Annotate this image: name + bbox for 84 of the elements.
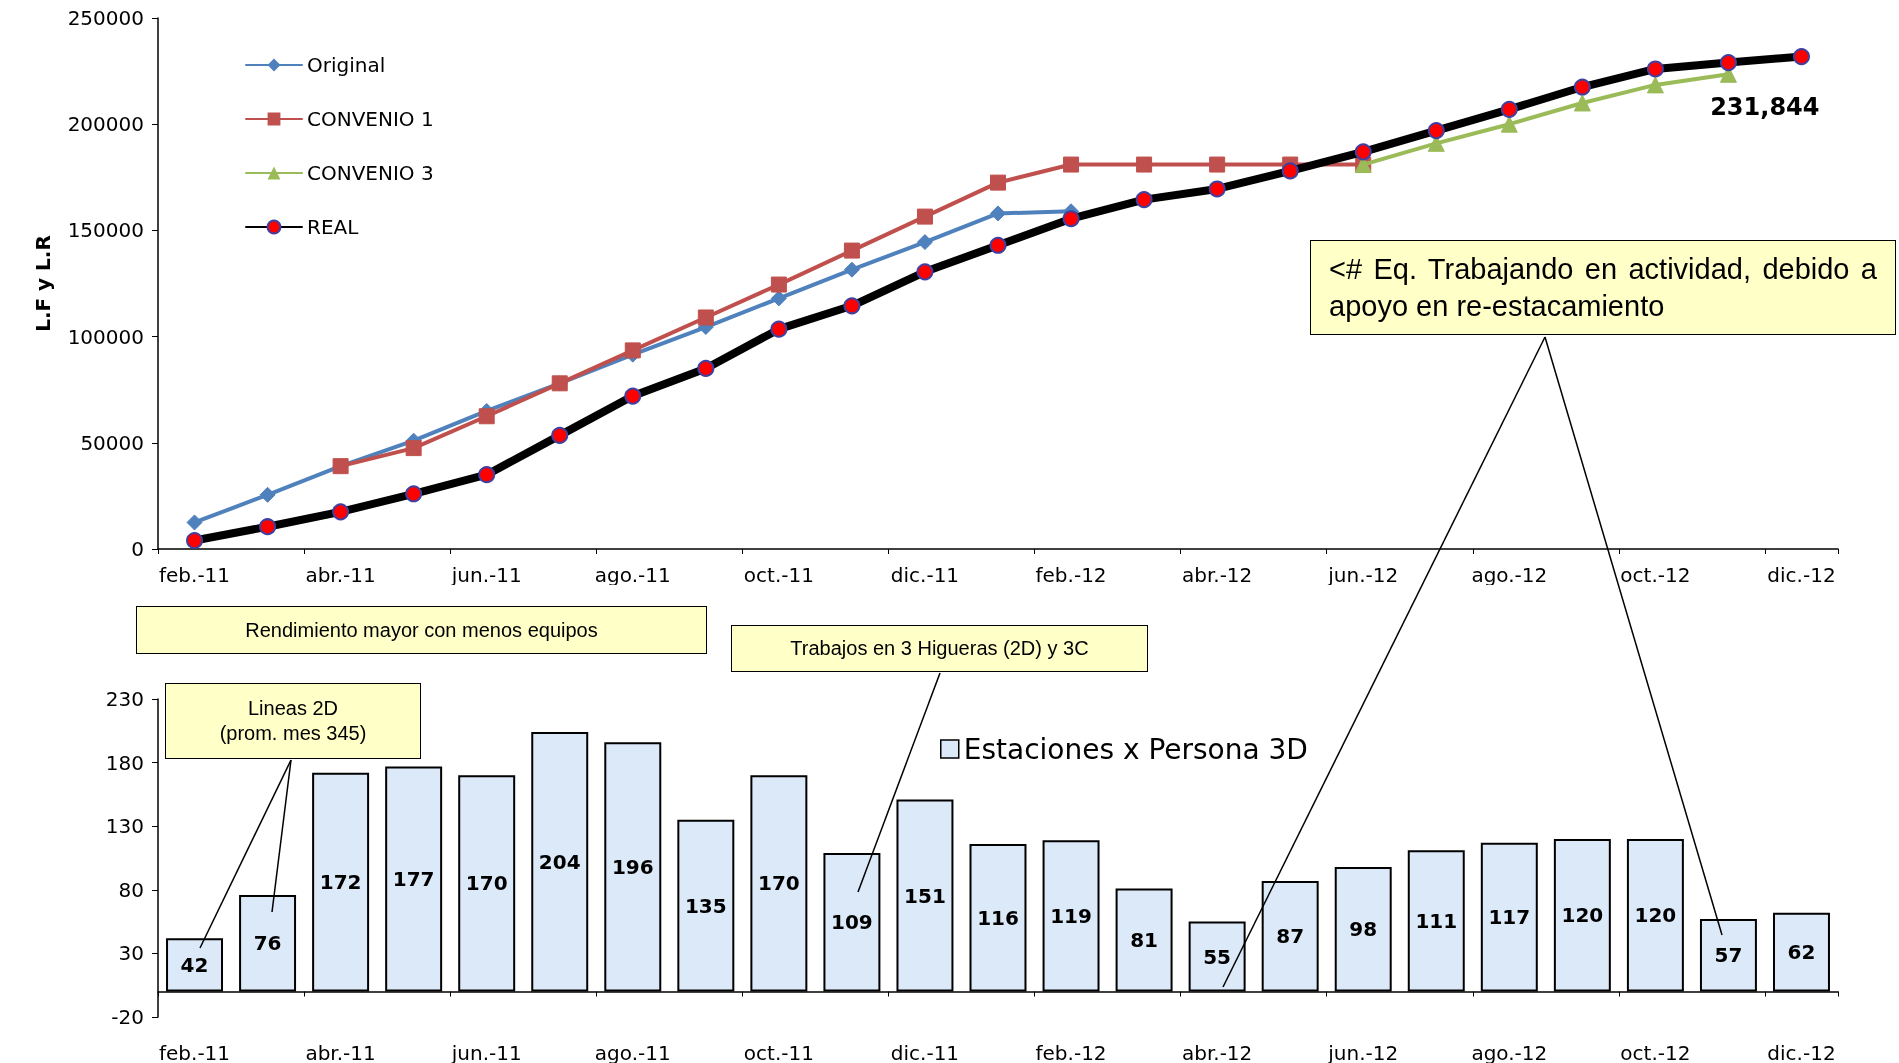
x-tick-label: oct.-12 bbox=[1620, 1041, 1691, 1063]
data-label: 120 bbox=[1634, 903, 1677, 928]
x-tick-label: abr.-12 bbox=[1181, 563, 1253, 587]
point bbox=[843, 242, 860, 259]
legend-label: CONVENIO 3 bbox=[307, 161, 434, 185]
x-tick-label: feb.-11 bbox=[158, 1041, 231, 1063]
data-label: 117 bbox=[1488, 905, 1531, 930]
data-label: 196 bbox=[611, 854, 654, 879]
point bbox=[405, 440, 422, 457]
x-tick-label: oct.-12 bbox=[1620, 563, 1691, 587]
x-tick-label: feb.-12 bbox=[1035, 1041, 1107, 1063]
data-label: 170 bbox=[465, 871, 508, 896]
x-tick-label: dic.-12 bbox=[1767, 563, 1836, 587]
point bbox=[697, 309, 714, 326]
x-tick-label: dic.-11 bbox=[890, 563, 960, 587]
data-label: 62 bbox=[1787, 940, 1816, 965]
data-label: 120 bbox=[1561, 903, 1604, 928]
y-tick-label: 130 bbox=[105, 814, 144, 839]
y-tick-label: 230 bbox=[105, 687, 144, 711]
data-label: 151 bbox=[904, 883, 946, 908]
legend-label: REAL bbox=[307, 215, 360, 239]
point bbox=[259, 486, 276, 503]
note-box: Rendimiento mayor con menos equipos bbox=[136, 606, 707, 654]
data-label: 116 bbox=[977, 905, 1019, 930]
x-tick-label: oct.-11 bbox=[743, 1041, 814, 1063]
legend-label: Estaciones x Persona 3D bbox=[963, 732, 1308, 766]
data-label: 119 bbox=[1050, 903, 1092, 928]
legend-label: Original bbox=[307, 53, 386, 77]
note-box: Trabajos en 3 Higueras (2D) y 3C bbox=[731, 625, 1148, 672]
point bbox=[770, 276, 787, 293]
y-tick-label: 150000 bbox=[67, 218, 144, 243]
y-tick-label: 0 bbox=[131, 537, 144, 561]
x-tick-label: abr.-11 bbox=[305, 1041, 376, 1063]
point bbox=[186, 514, 203, 531]
x-tick-label: dic.-11 bbox=[890, 1041, 960, 1063]
y-tick-label: 200000 bbox=[67, 112, 144, 137]
point bbox=[990, 174, 1006, 191]
x-tick-label: oct.-11 bbox=[743, 563, 814, 587]
annotation: 231,844 bbox=[1710, 92, 1820, 121]
y-axis-title: L.F y L.R bbox=[31, 235, 55, 332]
note-box: <# Eq. Trabajando en actividad, debido a apoyo en re-estacamiento bbox=[1310, 240, 1896, 335]
x-tick-label: feb.-11 bbox=[158, 563, 231, 587]
point bbox=[1573, 94, 1591, 112]
point bbox=[916, 208, 933, 225]
point bbox=[990, 205, 1006, 222]
data-label: 177 bbox=[392, 866, 435, 891]
y-tick-label: 250000 bbox=[67, 6, 144, 30]
note-box: Lineas 2D (prom. mes 345) bbox=[165, 683, 421, 759]
y-tick-label: 100000 bbox=[67, 324, 144, 349]
annotation: <# Eq. Trabajando en actividad, debido a apoyo en re-estacamiento bbox=[1329, 252, 1877, 324]
point bbox=[1500, 115, 1518, 133]
y-tick-label: 80 bbox=[118, 877, 144, 902]
data-label: 57 bbox=[1714, 943, 1743, 968]
data-label: 204 bbox=[538, 849, 581, 874]
x-tick-label: dic.-12 bbox=[1767, 1041, 1836, 1063]
y-tick-label: 180 bbox=[105, 750, 144, 775]
point bbox=[770, 290, 787, 307]
data-label: 81 bbox=[1130, 928, 1159, 953]
x-tick-label: abr.-12 bbox=[1181, 1041, 1253, 1063]
data-label: 109 bbox=[831, 910, 873, 935]
point bbox=[478, 408, 495, 425]
data-label: 42 bbox=[180, 952, 209, 977]
y-tick-label: -20 bbox=[111, 1005, 144, 1029]
y-tick-label: 50000 bbox=[80, 430, 144, 455]
point bbox=[1063, 156, 1080, 173]
point bbox=[843, 261, 860, 278]
data-label: 111 bbox=[1415, 908, 1458, 933]
data-label: 87 bbox=[1276, 924, 1305, 949]
x-tick-label: abr.-11 bbox=[305, 563, 376, 587]
point bbox=[1646, 76, 1664, 94]
point bbox=[624, 342, 641, 359]
data-label: 76 bbox=[253, 931, 282, 956]
annotation: Lineas 2D (prom. mes 345) bbox=[219, 696, 367, 746]
point bbox=[916, 234, 933, 251]
x-tick-label: feb.-12 bbox=[1035, 563, 1107, 587]
data-label: 55 bbox=[1203, 944, 1232, 969]
data-label: 170 bbox=[757, 871, 800, 896]
data-label: 172 bbox=[319, 870, 362, 895]
point bbox=[1136, 156, 1153, 173]
data-label: 135 bbox=[684, 893, 727, 918]
point bbox=[1209, 156, 1226, 173]
y-tick-label: 30 bbox=[118, 941, 144, 966]
legend-label: CONVENIO 1 bbox=[307, 107, 434, 131]
data-label: 98 bbox=[1349, 917, 1378, 942]
